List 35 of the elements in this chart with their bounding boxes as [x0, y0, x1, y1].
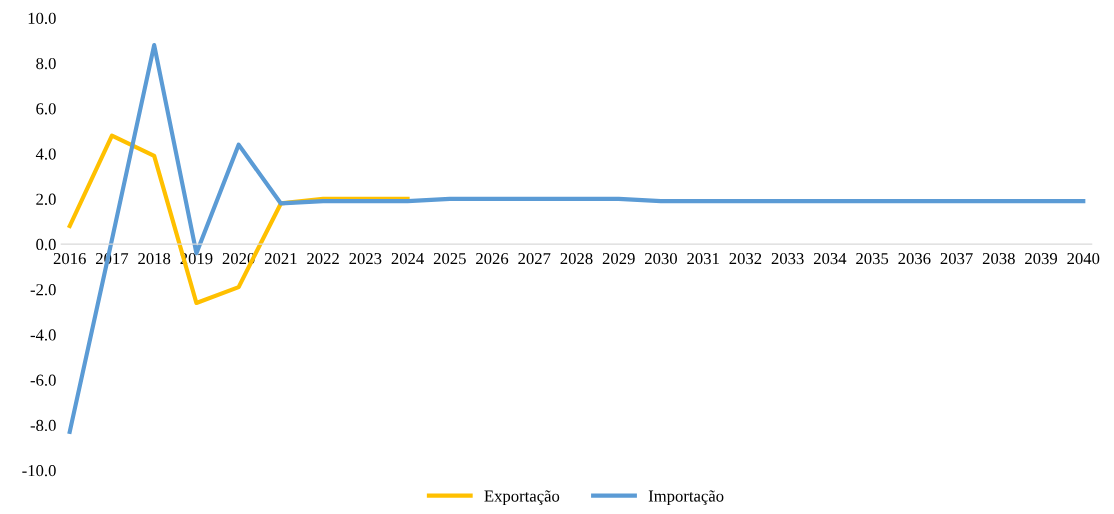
x-tick-label: 2033 — [771, 252, 804, 265]
x-tick-label: 2038 — [982, 252, 1015, 265]
x-tick-label: 2027 — [518, 252, 551, 265]
y-tick-label: 10.0 — [28, 12, 56, 25]
legend-label: Importação — [648, 490, 724, 506]
y-tick-label: 6.0 — [36, 103, 56, 115]
x-tick-label: 2025 — [433, 252, 466, 265]
y-tick-label: -10.0 — [22, 465, 56, 477]
x-tick-label: 2036 — [898, 252, 931, 265]
x-tick-label: 2016 — [53, 252, 86, 265]
x-tick-label: 2034 — [813, 252, 847, 265]
x-tick-label: 2022 — [307, 252, 339, 265]
x-tick-label: 2029 — [602, 252, 635, 265]
x-tick-label: 2023 — [349, 252, 382, 265]
y-tick-label: 0.0 — [36, 238, 56, 251]
x-tick-label: 2032 — [729, 252, 762, 265]
x-tick-label: 2040 — [1067, 252, 1100, 265]
x-tick-label: 2030 — [645, 252, 677, 265]
x-tick-label: 2018 — [138, 252, 171, 265]
y-tick-label: -2.0 — [30, 284, 56, 296]
y-tick-label: -4.0 — [30, 329, 56, 341]
y-tick-label: 2.0 — [36, 193, 56, 205]
x-tick-label: 2024 — [391, 252, 424, 265]
y-tick-label: 8.0 — [36, 57, 56, 70]
y-tick-label: -6.0 — [30, 374, 56, 386]
legend-label: Exportação — [484, 490, 560, 506]
x-tick-label: 2039 — [1025, 252, 1058, 265]
x-tick-label: 2031 — [687, 252, 719, 265]
x-tick-label: 2035 — [856, 252, 889, 265]
x-tick-label: 2037 — [940, 252, 973, 265]
y-tick-label: 4.0 — [35, 148, 56, 160]
y-tick-label: -8.0 — [30, 419, 56, 432]
x-tick-label: 2026 — [476, 252, 509, 265]
x-tick-label: 2028 — [560, 252, 593, 265]
x-tick-label: 2021 — [264, 252, 297, 265]
